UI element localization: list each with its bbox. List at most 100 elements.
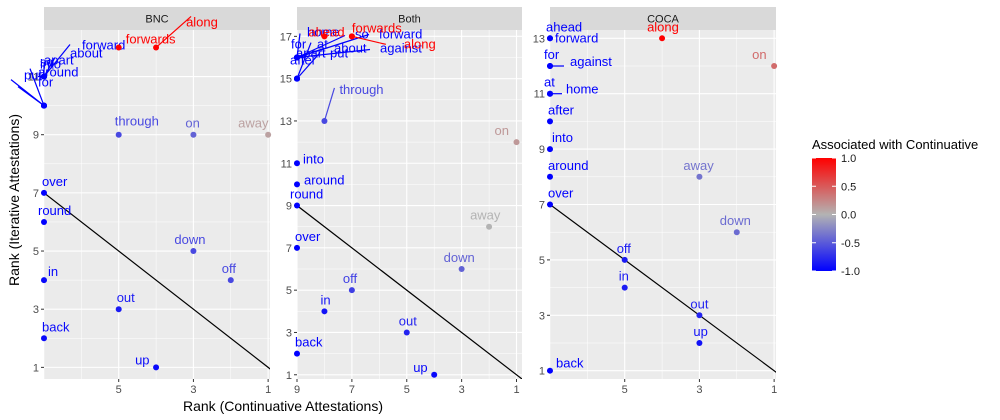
point-label-around: around bbox=[548, 158, 588, 173]
x-tick-label: 5 bbox=[622, 384, 628, 396]
legend-tick-label: 1.0 bbox=[841, 153, 856, 165]
y-tick-label: 5 bbox=[286, 285, 292, 297]
point-label-on: on bbox=[185, 116, 199, 131]
label-leader-line bbox=[155, 16, 192, 48]
point-on bbox=[771, 63, 778, 70]
point-along bbox=[153, 44, 160, 51]
legend-title: Associated with Continuative bbox=[812, 137, 978, 152]
points: up back out in off down round over through on away… bbox=[10, 14, 272, 371]
point-round bbox=[41, 218, 47, 225]
y-tick-label: 3 bbox=[33, 304, 39, 316]
point-label-over: over bbox=[42, 174, 68, 189]
point-in bbox=[41, 277, 47, 284]
y-tick-label: 3 bbox=[539, 310, 545, 322]
point-label-forward: forward bbox=[82, 38, 125, 53]
point-around bbox=[294, 181, 300, 188]
point-over bbox=[41, 189, 47, 196]
strip bbox=[44, 7, 270, 30]
point-in bbox=[621, 284, 628, 291]
x-tick-label: 3 bbox=[459, 384, 465, 396]
point-label-in: in bbox=[48, 264, 58, 279]
point-label-over: over bbox=[548, 186, 574, 201]
point-label-for: for bbox=[544, 47, 560, 62]
point-in bbox=[321, 308, 328, 315]
point-away bbox=[696, 173, 703, 180]
point-label-along: along bbox=[186, 14, 218, 29]
point-off bbox=[227, 277, 234, 284]
point-after bbox=[547, 118, 553, 125]
label-leader-line bbox=[296, 42, 312, 79]
y-tick-label: 15 bbox=[280, 74, 292, 86]
point-label-through: through bbox=[115, 114, 159, 129]
point-over bbox=[547, 201, 553, 208]
point-label-along: along bbox=[647, 19, 679, 34]
y-tick-label: 17 bbox=[280, 31, 292, 43]
point-label-apart: apart bbox=[44, 53, 74, 68]
y-tick-label: 3 bbox=[286, 327, 292, 339]
point-label-forward: forward bbox=[555, 30, 598, 45]
point-out bbox=[115, 306, 122, 313]
point-label-at: at bbox=[544, 75, 555, 90]
label-leader-line bbox=[296, 34, 346, 59]
point-on bbox=[513, 139, 520, 146]
point-over bbox=[294, 244, 300, 251]
point-along bbox=[659, 35, 666, 42]
reference-line bbox=[550, 203, 776, 373]
point-label-around: around bbox=[38, 65, 78, 80]
point-label-off: off bbox=[617, 241, 632, 256]
point-label-back: back bbox=[295, 335, 323, 350]
point-down bbox=[458, 266, 465, 273]
y-axis-title: Rank (Iterative Attestations) bbox=[6, 114, 22, 286]
point-up bbox=[431, 371, 438, 378]
label-leader-line bbox=[43, 44, 71, 77]
strip-title: Both bbox=[398, 14, 421, 26]
y-tick-label: 11 bbox=[534, 89, 545, 101]
y-tick-label: 11 bbox=[281, 158, 292, 170]
point-label-in: in bbox=[619, 269, 629, 284]
point-forwards bbox=[115, 44, 122, 51]
label-leader-line bbox=[10, 79, 45, 107]
plot-area bbox=[550, 203, 776, 373]
y-tick-label: 9 bbox=[539, 144, 545, 156]
point-into bbox=[547, 146, 553, 153]
panel-bnc: BNC5311357911upbackoutinoffdownroundover… bbox=[10, 7, 272, 396]
legend: Associated with Continuative 1.0 0.5 0.0 -0… bbox=[812, 137, 978, 278]
reference-line bbox=[44, 192, 270, 370]
point-round bbox=[294, 202, 300, 209]
legend-ticks: 1.0 0.5 0.0 -0.5 -1.0 bbox=[812, 153, 860, 278]
y-tick-label: 1 bbox=[286, 370, 292, 382]
y-tick-label: 9 bbox=[286, 201, 292, 213]
y-tick-label: 7 bbox=[33, 188, 39, 200]
point-label-forwards: forwards bbox=[352, 20, 402, 35]
point-label-away: away bbox=[470, 208, 501, 223]
point-into bbox=[41, 102, 47, 109]
point-label-back: back bbox=[556, 356, 584, 371]
point-away bbox=[265, 131, 272, 138]
gridlines bbox=[550, 30, 776, 379]
point-label-round: round bbox=[290, 187, 323, 202]
x-tick-label: 5 bbox=[116, 384, 122, 396]
x-axis-title: Rank (Continuative Attestations) bbox=[183, 398, 383, 414]
y-tick-label: 5 bbox=[539, 255, 545, 267]
point-label-out: out bbox=[117, 290, 135, 305]
point-label-along: along bbox=[404, 36, 436, 51]
x-tick-label: 1 bbox=[513, 384, 519, 396]
point-around bbox=[547, 173, 553, 180]
y-tick-label: 13 bbox=[280, 116, 292, 128]
point-label-down: down bbox=[174, 232, 205, 247]
plot-area bbox=[297, 204, 522, 379]
point-label-around: around bbox=[304, 172, 344, 187]
y-tick-label: 1 bbox=[33, 362, 39, 374]
point-label-round: round bbox=[38, 203, 71, 218]
facet-panels: BNC5311357911upbackoutinoffdownroundover… bbox=[10, 7, 778, 396]
point-against bbox=[294, 54, 300, 61]
label-leader-line bbox=[351, 35, 387, 45]
point-through bbox=[321, 117, 328, 124]
x-tick-label: 3 bbox=[696, 384, 702, 396]
y-tick-label: 1 bbox=[539, 366, 545, 378]
strip-title: BNC bbox=[145, 14, 168, 26]
point-through bbox=[115, 131, 122, 138]
